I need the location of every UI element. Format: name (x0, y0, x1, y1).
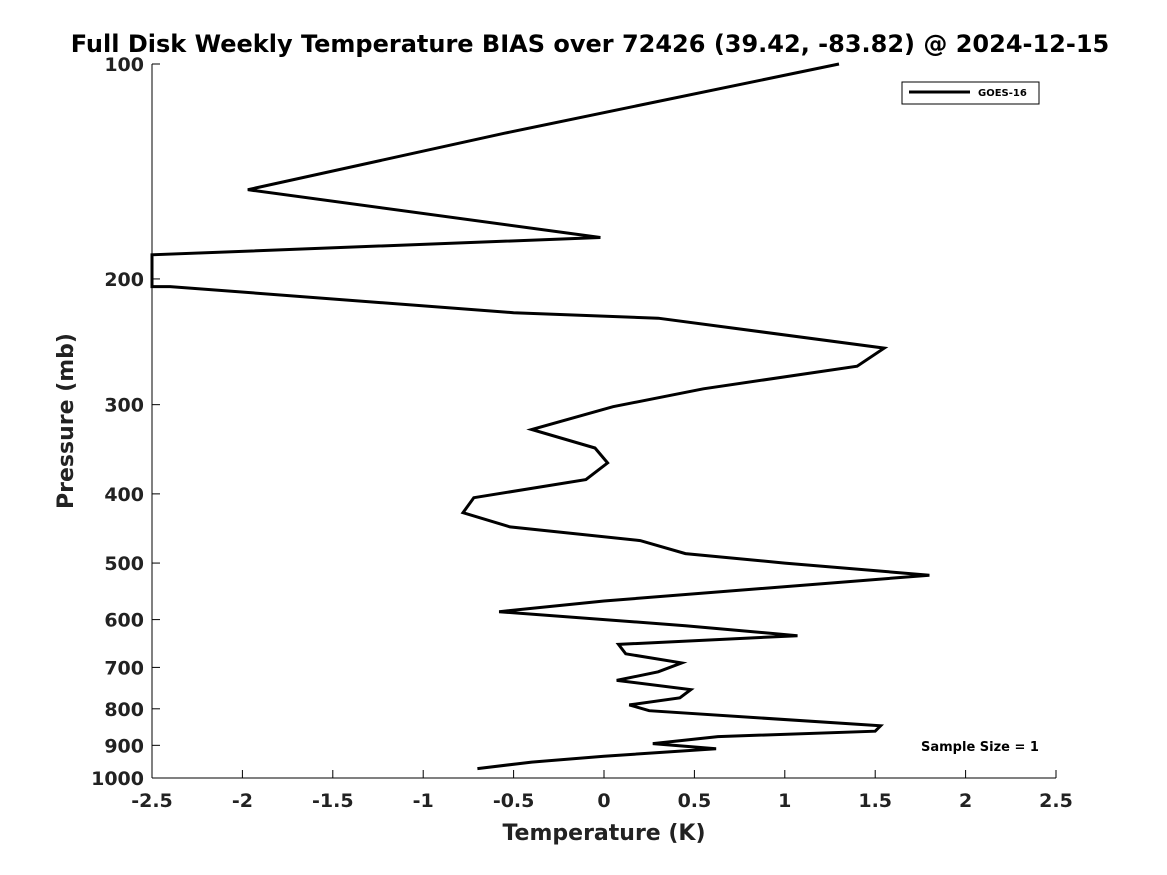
series-line-0 (150, 62, 930, 771)
x-tick-label: 1 (778, 790, 791, 812)
legend-box (901, 81, 1040, 105)
plot-frame (151, 64, 1056, 779)
x-tick-label: 1.5 (858, 790, 892, 812)
x-tick-label: -2 (232, 790, 253, 812)
series-layer (150, 62, 930, 771)
x-tick-label: -0.5 (493, 790, 535, 812)
y-tick-label: 800 (104, 699, 144, 721)
y-tick-label: 500 (104, 553, 144, 575)
x-ticks: -2.5 -2 -1.5 -1 -0.5 0 0.5 1 1.5 2 2.5 (131, 770, 1073, 812)
x-axis-label: Temperature (K) (502, 821, 705, 846)
y-ticks: 100 200 300 400 500 600 700 800 900 1000 (91, 54, 160, 790)
y-tick-label: 900 (104, 735, 144, 757)
y-axis-label: Pressure (mb) (54, 333, 79, 509)
x-tick-label: 2.5 (1039, 790, 1073, 812)
x-tick-label: -1.5 (312, 790, 354, 812)
y-tick-label: 200 (104, 269, 144, 291)
y-tick-label: 600 (104, 610, 144, 632)
sample-size-annotation: Sample Size = 1 (921, 740, 1039, 755)
x-tick-label: -1 (413, 790, 434, 812)
y-tick-label: 100 (104, 54, 144, 76)
legend: GOES-16 (901, 81, 1040, 105)
y-tick-label: 300 (104, 395, 144, 417)
y-tick-label: 1000 (91, 768, 144, 790)
y-tick-label: 700 (104, 657, 144, 679)
x-tick-label: -2.5 (131, 790, 173, 812)
x-tick-label: 0 (597, 790, 610, 812)
x-tick-label: 2 (959, 790, 972, 812)
x-tick-label: 0.5 (678, 790, 712, 812)
y-tick-label: 400 (104, 484, 144, 506)
legend-label: GOES-16 (978, 88, 1027, 99)
chart-title: Full Disk Weekly Temperature BIAS over 7… (71, 30, 1110, 58)
